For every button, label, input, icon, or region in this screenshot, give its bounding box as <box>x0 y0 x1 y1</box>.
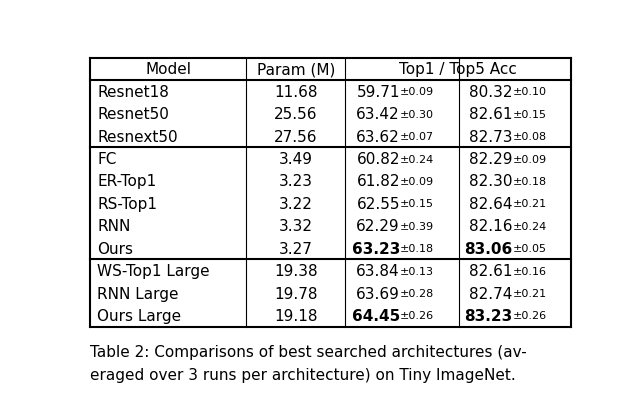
Text: 60.82: 60.82 <box>356 152 400 166</box>
Text: ±0.13: ±0.13 <box>400 266 434 276</box>
Text: ±0.30: ±0.30 <box>400 110 434 119</box>
Text: ±0.21: ±0.21 <box>513 199 547 209</box>
Text: Resnext50: Resnext50 <box>97 129 178 144</box>
Text: 82.64: 82.64 <box>469 196 513 211</box>
Text: ±0.05: ±0.05 <box>513 244 547 254</box>
Text: RNN: RNN <box>97 219 131 234</box>
Text: ±0.18: ±0.18 <box>400 244 434 254</box>
Text: 82.30: 82.30 <box>469 174 513 189</box>
Text: 3.22: 3.22 <box>279 196 313 211</box>
Text: RNN Large: RNN Large <box>97 286 179 301</box>
Text: ±0.24: ±0.24 <box>513 221 547 231</box>
Text: Resnet50: Resnet50 <box>97 107 169 122</box>
Text: 19.78: 19.78 <box>274 286 317 301</box>
Text: 11.68: 11.68 <box>274 85 317 99</box>
Text: Param (M): Param (M) <box>257 62 335 77</box>
Text: 82.73: 82.73 <box>469 129 513 144</box>
Text: 62.29: 62.29 <box>356 219 400 234</box>
Text: 80.32: 80.32 <box>469 85 513 99</box>
Text: Ours Large: Ours Large <box>97 308 182 323</box>
Text: 25.56: 25.56 <box>274 107 317 122</box>
Text: ±0.28: ±0.28 <box>400 288 434 298</box>
Text: 3.27: 3.27 <box>279 241 313 256</box>
Text: ±0.16: ±0.16 <box>513 266 547 276</box>
Text: 61.82: 61.82 <box>356 174 400 189</box>
Text: 63.84: 63.84 <box>356 263 400 279</box>
Text: 59.71: 59.71 <box>356 85 400 99</box>
Text: ±0.09: ±0.09 <box>513 154 547 164</box>
Text: ±0.39: ±0.39 <box>400 221 434 231</box>
Text: ±0.26: ±0.26 <box>400 311 434 321</box>
Text: Model: Model <box>145 62 191 77</box>
Text: ±0.08: ±0.08 <box>513 132 547 142</box>
Text: Ours: Ours <box>97 241 133 256</box>
Text: ±0.18: ±0.18 <box>513 177 547 187</box>
Text: 82.74: 82.74 <box>469 286 513 301</box>
Text: WS-Top1 Large: WS-Top1 Large <box>97 263 210 279</box>
Text: 82.16: 82.16 <box>469 219 513 234</box>
Text: 64.45: 64.45 <box>351 308 400 323</box>
Text: 62.55: 62.55 <box>356 196 400 211</box>
Text: 63.69: 63.69 <box>356 286 400 301</box>
Text: 82.29: 82.29 <box>469 152 513 166</box>
Text: 3.32: 3.32 <box>279 219 313 234</box>
Text: RS-Top1: RS-Top1 <box>97 196 157 211</box>
Text: ±0.09: ±0.09 <box>400 177 434 187</box>
Text: 63.23: 63.23 <box>351 241 400 256</box>
Text: ±0.21: ±0.21 <box>513 288 547 298</box>
Text: ±0.15: ±0.15 <box>513 110 547 119</box>
Text: ±0.07: ±0.07 <box>400 132 434 142</box>
Text: 27.56: 27.56 <box>274 129 317 144</box>
Text: Resnet18: Resnet18 <box>97 85 169 99</box>
Text: ±0.15: ±0.15 <box>400 199 434 209</box>
Text: 3.49: 3.49 <box>279 152 313 166</box>
Text: 19.38: 19.38 <box>274 263 317 279</box>
Text: 63.62: 63.62 <box>356 129 400 144</box>
Text: ±0.24: ±0.24 <box>400 154 434 164</box>
Text: ±0.09: ±0.09 <box>400 87 434 97</box>
Text: 63.42: 63.42 <box>356 107 400 122</box>
Text: Top1 / Top5 Acc: Top1 / Top5 Acc <box>399 62 517 77</box>
Text: 82.61: 82.61 <box>469 107 513 122</box>
Text: Table 2: Comparisons of best searched architectures (av-: Table 2: Comparisons of best searched ar… <box>90 344 527 359</box>
Text: 83.06: 83.06 <box>465 241 513 256</box>
Text: ±0.10: ±0.10 <box>513 87 547 97</box>
Text: eraged over 3 runs per architecture) on Tiny ImageNet.: eraged over 3 runs per architecture) on … <box>90 367 516 382</box>
Text: ±0.26: ±0.26 <box>513 311 547 321</box>
Text: 19.18: 19.18 <box>274 308 317 323</box>
Text: ER-Top1: ER-Top1 <box>97 174 157 189</box>
Text: 82.61: 82.61 <box>469 263 513 279</box>
Text: FC: FC <box>97 152 116 166</box>
Text: 83.23: 83.23 <box>465 308 513 323</box>
Text: 3.23: 3.23 <box>279 174 313 189</box>
